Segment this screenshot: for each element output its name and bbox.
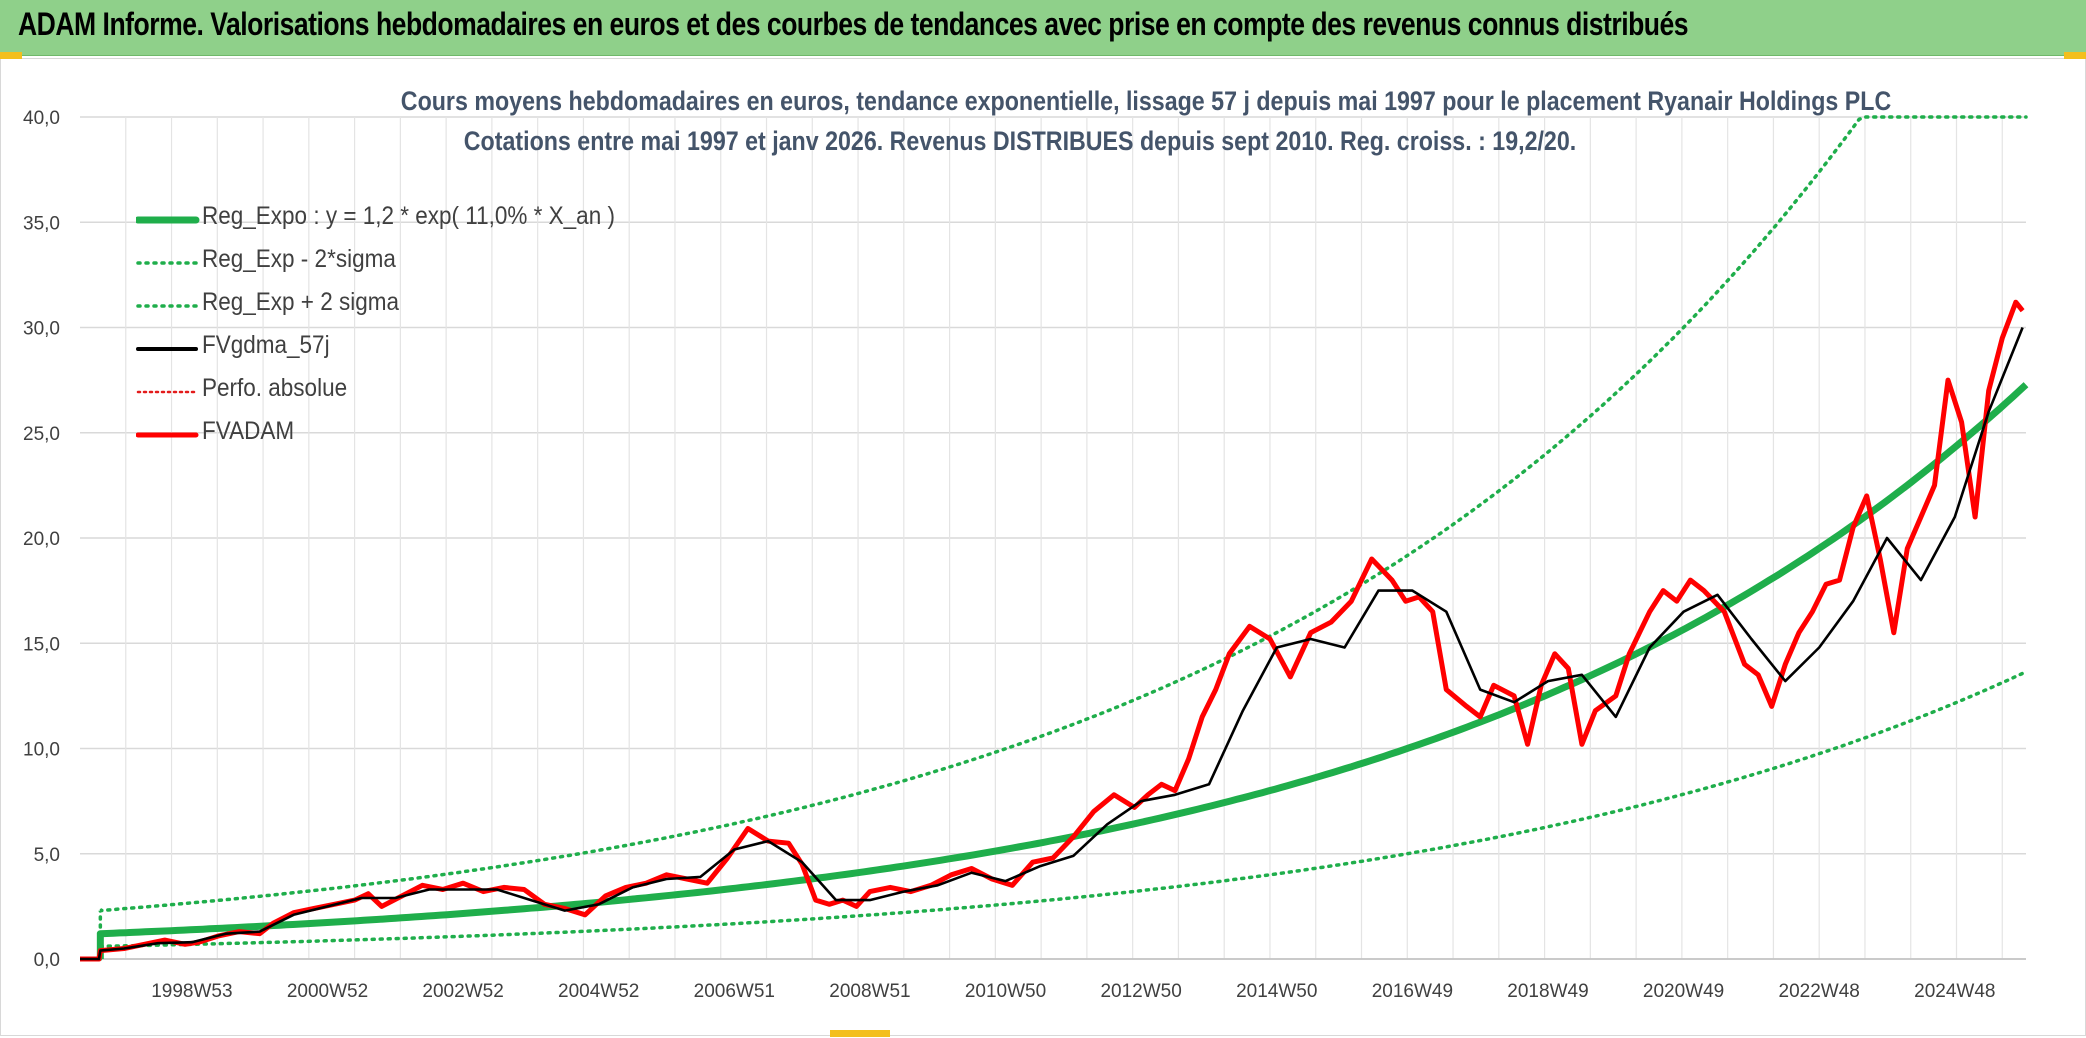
reg-expo-line [96, 382, 2029, 959]
chart-grid [80, 116, 2026, 960]
y-tick-label: 35,0 [23, 213, 60, 234]
x-tick-label: 2010W50 [965, 981, 1046, 1002]
x-tick-label: 2016W49 [1372, 981, 1453, 1002]
legend-label: FVADAM [202, 417, 295, 445]
legend-swatch [136, 216, 200, 224]
header-title: ADAM Informe. Valorisations hebdomadaire… [18, 6, 1689, 42]
corner-mark [830, 1030, 890, 1037]
legend-label: Perfo. absolue [202, 374, 348, 402]
legend-swatch [136, 347, 198, 351]
reg-minus-2sigma-line [98, 670, 2028, 949]
y-tick-label: 0,0 [34, 950, 60, 971]
x-tick-label: 2022W48 [1779, 981, 1860, 1002]
x-tick-label: 1998W53 [151, 981, 232, 1002]
fvadam-line [80, 299, 2025, 962]
chart-title-line-1: Cours moyens hebdomadaires en euros, ten… [400, 86, 1892, 116]
legend-swatch [136, 390, 198, 394]
x-tick-label: 2012W50 [1100, 981, 1181, 1002]
x-tick-label: 2008W51 [829, 981, 910, 1002]
x-tick-label: 2004W52 [558, 981, 639, 1002]
legend-label: FVgdma_57j [202, 331, 330, 359]
legend-label: Reg_Exp - 2*sigma [202, 245, 396, 273]
x-tick-label: 2024W48 [1914, 981, 1995, 1002]
y-tick-label: 25,0 [23, 424, 60, 445]
legend-swatch [136, 304, 198, 308]
chart-series [80, 115, 2029, 962]
chart-axes: 0,0 5,0 10,0 15,0 20,0 25,0 30,0 35,0 40,0 1998W5… [23, 108, 2026, 1002]
corner-mark [0, 52, 22, 59]
x-tick-label: 2018W49 [1507, 981, 1588, 1002]
fvgdma-57j-line [80, 327, 2024, 961]
chart-title-line-2: Cotations entre mai 1997 et janv 2026. R… [463, 126, 1577, 156]
y-tick-label: 10,0 [23, 740, 60, 761]
x-tick-label: 2002W52 [422, 981, 503, 1002]
y-tick-label: 15,0 [23, 634, 60, 655]
x-tick-label: 2000W52 [287, 981, 368, 1002]
x-tick-label: 2006W51 [694, 981, 775, 1002]
legend-label: Reg_Expo : y = 1,2 * exp( 11,0% * X_an ) [202, 202, 615, 230]
reg-plus-2sigma-line [98, 115, 2028, 961]
y-tick-label: 20,0 [23, 529, 60, 550]
corner-mark [2064, 52, 2086, 59]
legend-label: Reg_Exp + 2 sigma [202, 288, 399, 316]
x-tick-label: 2020W49 [1643, 981, 1724, 1002]
y-tick-label: 30,0 [23, 319, 60, 340]
x-tick-label: 2014W50 [1236, 981, 1317, 1002]
y-tick-label: 5,0 [34, 845, 60, 866]
y-tick-label: 40,0 [23, 108, 60, 129]
legend-swatch [136, 432, 199, 438]
header-banner: ADAM Informe. Valorisations hebdomadaire… [0, 0, 2086, 56]
legend-swatch [136, 261, 198, 265]
